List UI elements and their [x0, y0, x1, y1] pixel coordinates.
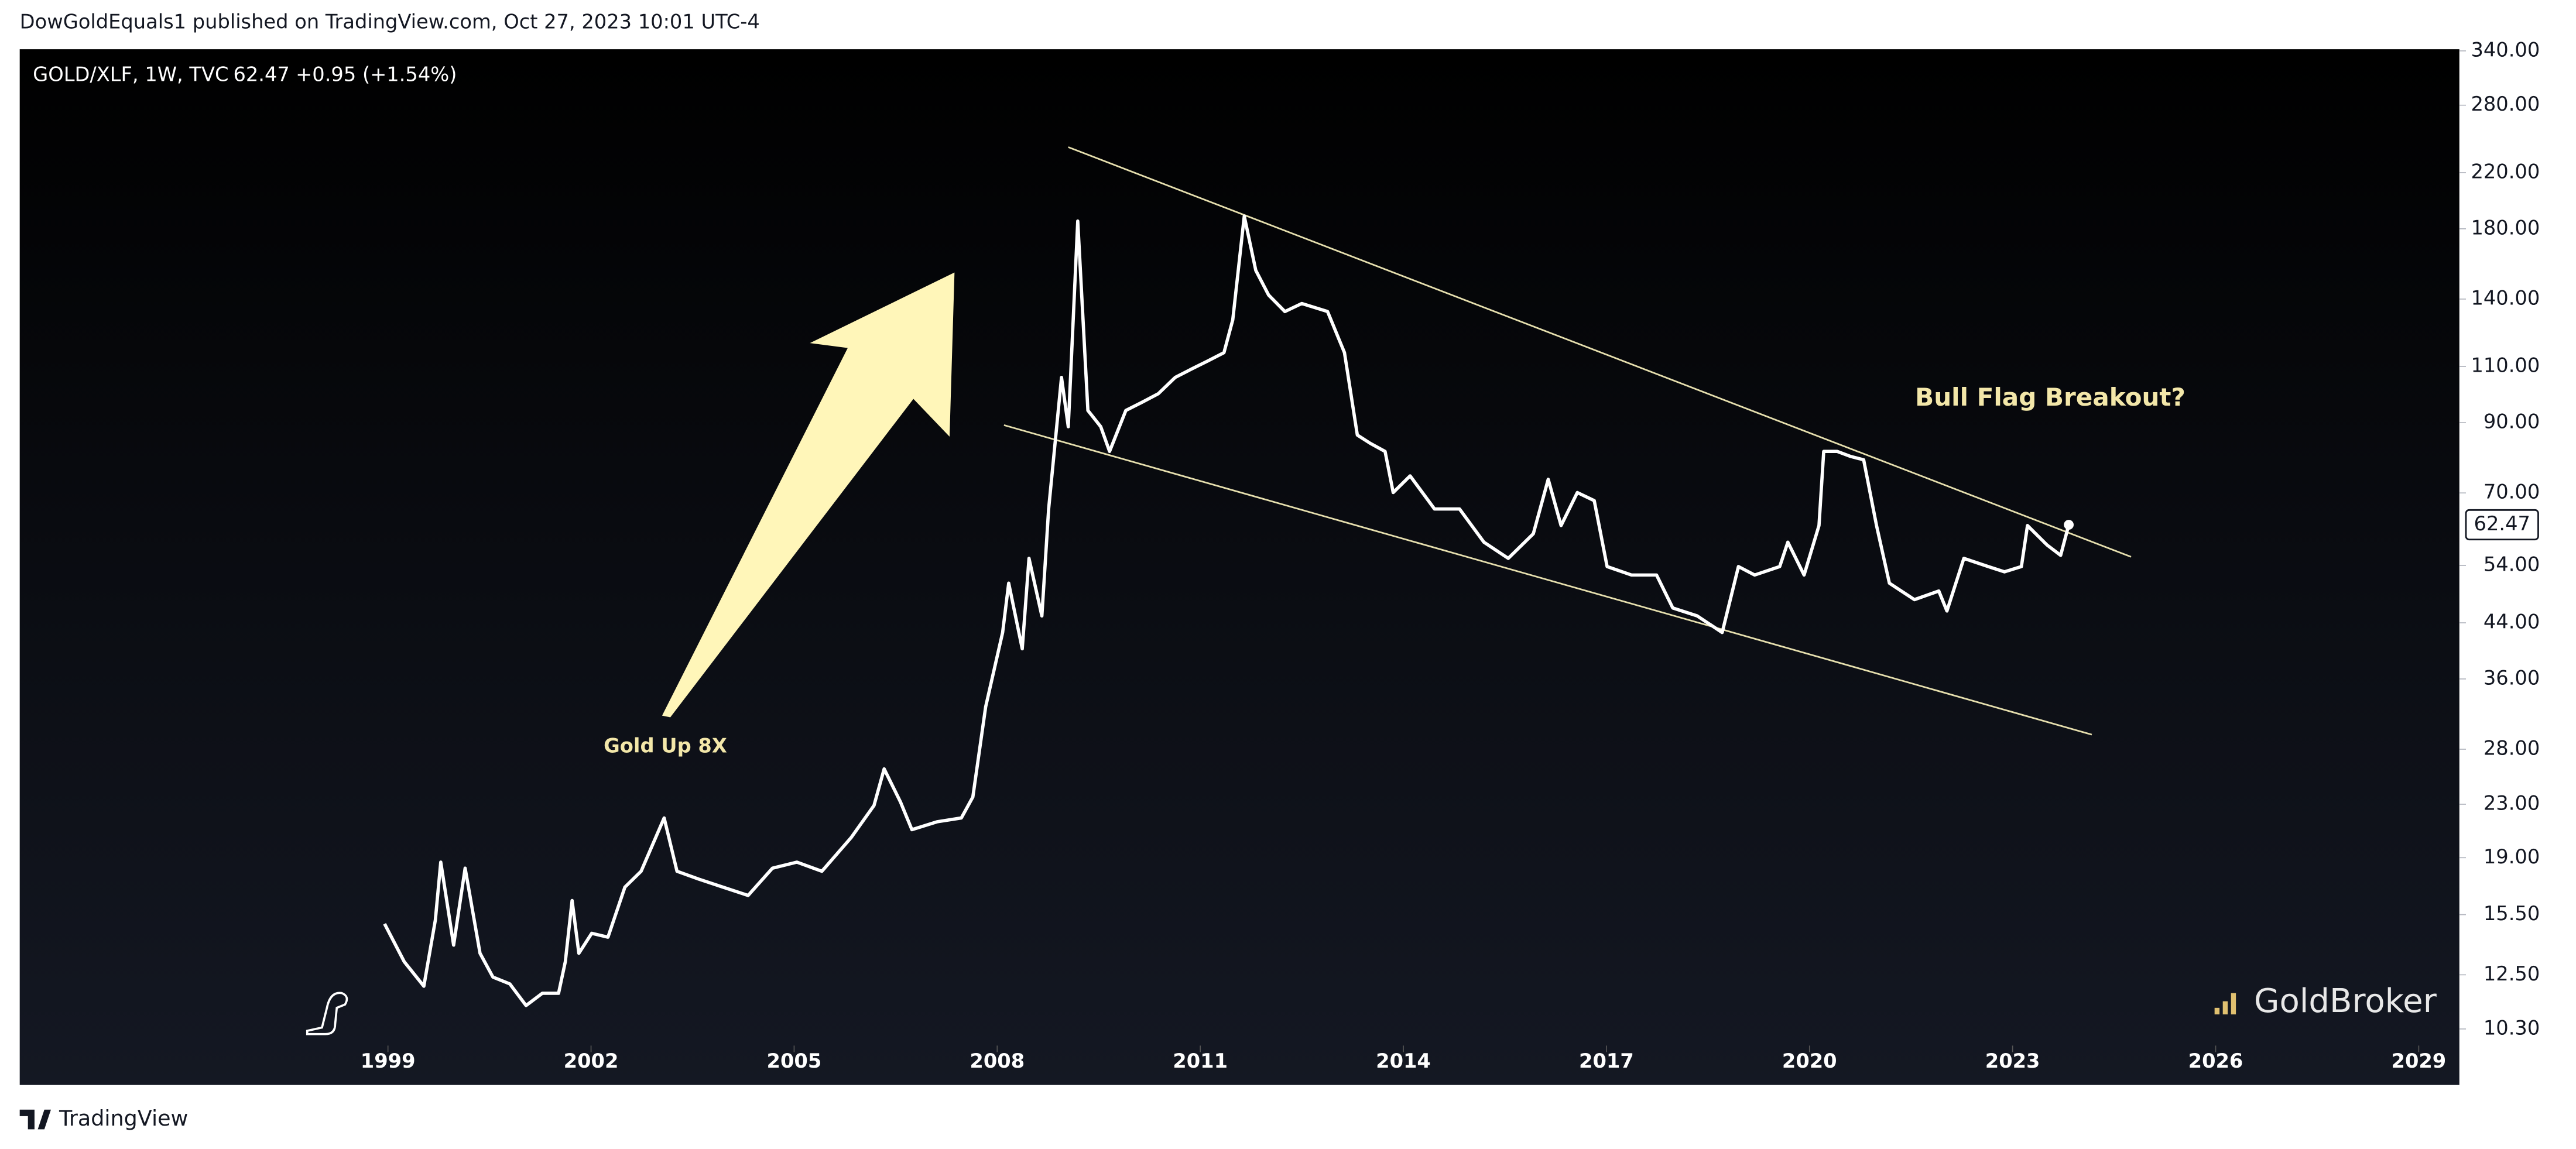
price-label: 62.47 — [2474, 512, 2530, 535]
goldbroker-logo: GoldBroker — [2214, 982, 2437, 1020]
y-tick-label: 70.00 — [2483, 481, 2540, 503]
x-tick-label: 2005 — [767, 1049, 822, 1072]
y-tick-label: 36.00 — [2483, 666, 2540, 689]
up-arrow — [662, 272, 955, 718]
x-tick-label: 2002 — [564, 1049, 619, 1072]
dino-logo — [306, 992, 348, 1035]
y-tick-label: 12.50 — [2483, 962, 2540, 985]
y-tick-label: 10.30 — [2483, 1016, 2540, 1039]
y-tick-label: 19.00 — [2483, 845, 2540, 868]
annotation: Gold Up 8X — [604, 734, 727, 757]
tradingview-logo: TradingView — [19, 1106, 188, 1131]
y-tick-label: 90.00 — [2483, 410, 2540, 433]
last-point — [2064, 520, 2074, 530]
y-tick-label: 23.00 — [2483, 792, 2540, 815]
annotation: Bull Flag Breakout? — [1915, 383, 2186, 411]
x-tick-label: 2029 — [2392, 1049, 2447, 1072]
legend-symbol: GOLD/XLF, 1W, TVC — [33, 63, 228, 86]
chart-pane — [19, 49, 2459, 1085]
y-tick-label: 54.00 — [2483, 553, 2540, 576]
legend-change: +0.95 (+1.54%) — [296, 63, 457, 86]
x-tick-label: 1999 — [361, 1049, 416, 1072]
x-tick-label: 2014 — [1376, 1049, 1431, 1072]
x-tick-label: 2011 — [1173, 1049, 1228, 1072]
y-tick-label: 28.00 — [2483, 737, 2540, 760]
y-tick-label: 220.00 — [2471, 160, 2540, 183]
y-tick-label: 15.50 — [2483, 902, 2540, 925]
trendline — [1003, 424, 2092, 736]
x-tick-label: 2020 — [1782, 1049, 1837, 1072]
footer-brand: TradingView — [59, 1106, 188, 1131]
y-tick-label: 110.00 — [2471, 354, 2540, 377]
y-tick-label: 340.00 — [2471, 38, 2540, 61]
y-tick-label: 180.00 — [2471, 216, 2540, 239]
x-tick-label: 2008 — [970, 1049, 1025, 1072]
legend: GOLD/XLF, 1W, TVC 62.47 +0.95 (+1.54%) — [33, 63, 457, 86]
price-label-box — [2465, 509, 2539, 541]
x-tick-label: 2023 — [1985, 1049, 2040, 1072]
y-tick-label: 140.00 — [2471, 286, 2540, 309]
y-tick-label: 44.00 — [2483, 610, 2540, 633]
x-tick-label: 2017 — [1579, 1049, 1634, 1072]
x-tick-label: 2026 — [2188, 1049, 2243, 1072]
price-line — [383, 214, 2071, 1007]
y-tick-label: 280.00 — [2471, 92, 2540, 115]
watermark: GoldBroker — [2254, 982, 2437, 1020]
legend-price: 62.47 — [233, 63, 289, 86]
publish-info: DowGoldEquals1 published on TradingView.… — [20, 11, 760, 33]
